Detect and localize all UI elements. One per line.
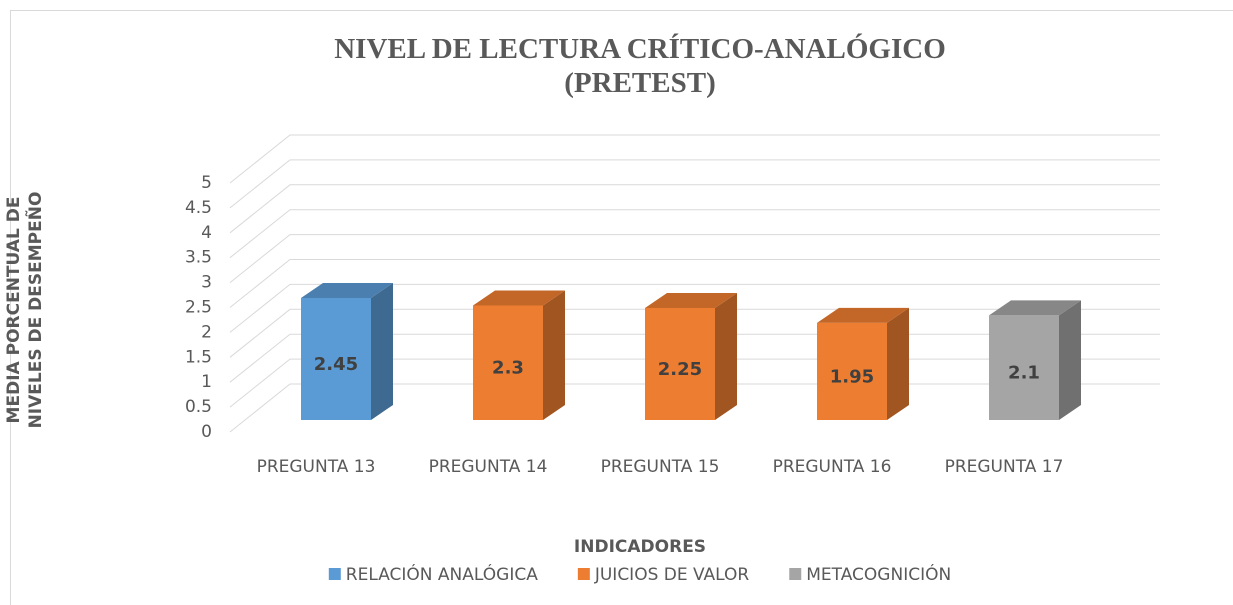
grid-line: [229, 209, 1160, 259]
bar-top: [817, 307, 909, 323]
legend: RELACIÓN ANALÓGICA JUICIOS DE VALOR METACO…: [328, 563, 951, 585]
bar: [473, 305, 543, 420]
y-tick-label: 2.5: [185, 298, 212, 318]
data-label: 2.1: [1008, 363, 1040, 384]
chart-title: NIVEL DE LECTURA CRÍTICO-ANALÓGICO (PRET…: [334, 33, 946, 99]
legend-label: JUICIOS DE VALOR: [594, 565, 750, 585]
bar: [645, 307, 715, 420]
legend-label: METACOGNICIÓN: [806, 563, 951, 585]
bar: [989, 315, 1059, 420]
x-tick-label: PREGUNTA 17: [945, 457, 1064, 477]
bar: [817, 322, 887, 420]
bar: [301, 297, 371, 420]
bar-top: [473, 290, 565, 306]
bar-top: [301, 282, 393, 298]
bar-side: [371, 282, 393, 420]
y-tick-label: 0.5: [185, 397, 212, 417]
grid-line: [229, 184, 1160, 234]
y-axis-label: MEDIA PORCENTUAL DE NIVELES DE DESEMPEÑO: [4, 191, 46, 429]
bar-side: [887, 307, 909, 420]
grid-line: [229, 234, 1160, 283]
data-label: 2.25: [658, 359, 702, 380]
y-tick-label: 1: [201, 372, 212, 392]
y-tick-label: 1.5: [185, 347, 212, 367]
chart-border: [10, 10, 1233, 605]
bar-top: [645, 292, 737, 308]
grid-line: [229, 159, 1160, 209]
data-label: 2.45: [314, 354, 358, 375]
y-tick-label: 4.5: [185, 198, 212, 218]
data-label: 2.3: [492, 358, 524, 379]
y-tick-label: 0: [201, 422, 212, 442]
legend-item: METACOGNICIÓN: [789, 563, 951, 585]
bar-top: [989, 300, 1081, 316]
legend-item: JUICIOS DE VALOR: [577, 565, 750, 585]
x-tick-label: PREGUNTA 15: [601, 457, 720, 477]
bar-side: [543, 290, 565, 420]
x-axis-label: INDICADORES: [574, 537, 706, 557]
x-tick-label: PREGUNTA 16: [773, 457, 892, 477]
x-tick-label: PREGUNTA 14: [429, 457, 548, 477]
data-label: 1.95: [830, 366, 874, 387]
bar-side: [715, 292, 737, 420]
legend-swatch: [789, 568, 802, 580]
legend-label: RELACIÓN ANALÓGICA: [346, 563, 538, 585]
x-tick-label: PREGUNTA 13: [257, 457, 376, 477]
grid-line: [229, 134, 1160, 184]
y-tick-label: 3.5: [185, 248, 212, 268]
y-tick-label: 5: [201, 173, 212, 193]
legend-item: RELACIÓN ANALÓGICA: [328, 563, 538, 585]
legend-swatch: [577, 568, 590, 580]
bar-side: [1059, 300, 1081, 420]
y-tick-label: 4: [201, 223, 212, 243]
grid-line: [229, 259, 1160, 308]
y-tick-label: 3: [201, 273, 212, 293]
grid-line: [229, 283, 1160, 333]
y-tick-label: 2: [201, 322, 212, 342]
legend-swatch: [328, 568, 341, 580]
